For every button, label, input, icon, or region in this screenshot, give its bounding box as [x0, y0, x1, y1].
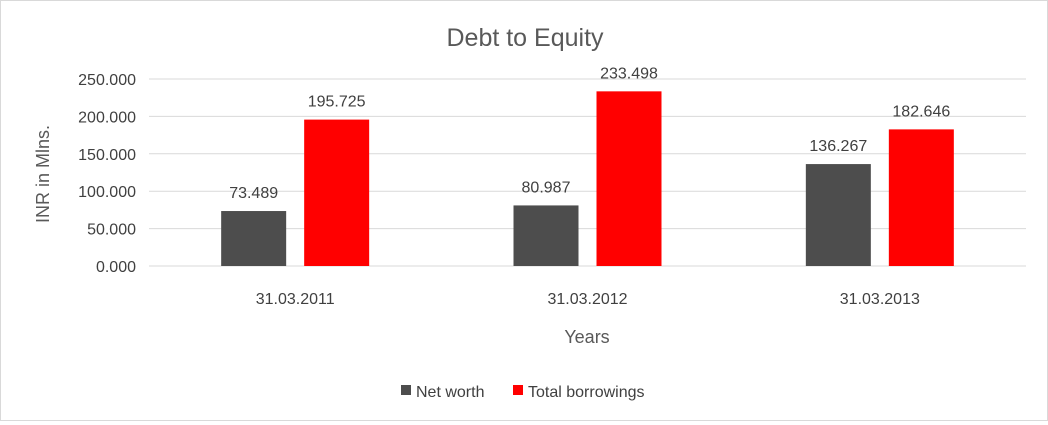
bar-total-borrowings	[304, 119, 370, 266]
legend: Net worth Total borrowings	[401, 384, 645, 401]
legend-swatch	[401, 385, 411, 395]
chart-title: Debt to Equity	[446, 24, 604, 52]
bar-total-borrowings	[888, 129, 954, 266]
y-tick-label: 50.000	[87, 222, 136, 239]
data-label: 73.489	[229, 185, 278, 202]
data-label: 80.987	[522, 179, 571, 196]
y-tick-label: 150.000	[78, 147, 136, 164]
y-tick-label: 250.000	[78, 72, 136, 89]
y-tick-label: 200.000	[78, 109, 136, 126]
gridlines	[149, 78, 1026, 267]
x-category-label: 31.03.2012	[547, 291, 627, 308]
data-label: 233.498	[600, 65, 658, 82]
legend-label: Total borrowings	[528, 384, 645, 401]
y-axis-title: INR in Mlns.	[33, 125, 53, 223]
bars	[221, 91, 954, 266]
legend-label: Net worth	[416, 384, 484, 401]
data-label: 182.646	[892, 103, 950, 120]
x-axis-categories: 31.03.2011 31.03.2012 31.03.2013	[256, 291, 920, 308]
data-labels: 73.489 195.725 80.987 233.498 136.267 182.646	[229, 65, 950, 202]
y-tick-label: 100.000	[78, 184, 136, 201]
data-label: 195.725	[308, 94, 366, 111]
y-axis-ticks: 0.000 50.000 100.000 150.000 200.000 250.000	[78, 72, 136, 276]
legend-swatch	[513, 385, 523, 395]
y-tick-label: 0.000	[96, 259, 136, 276]
data-label: 136.267	[809, 138, 867, 155]
bar-total-borrowings	[596, 91, 662, 266]
x-category-label: 31.03.2011	[256, 291, 335, 308]
bar-net-worth	[513, 205, 579, 266]
bar-net-worth	[805, 164, 871, 266]
x-axis-title: Years	[564, 327, 609, 347]
x-category-label: 31.03.2013	[840, 291, 920, 308]
bar-net-worth	[221, 211, 287, 266]
